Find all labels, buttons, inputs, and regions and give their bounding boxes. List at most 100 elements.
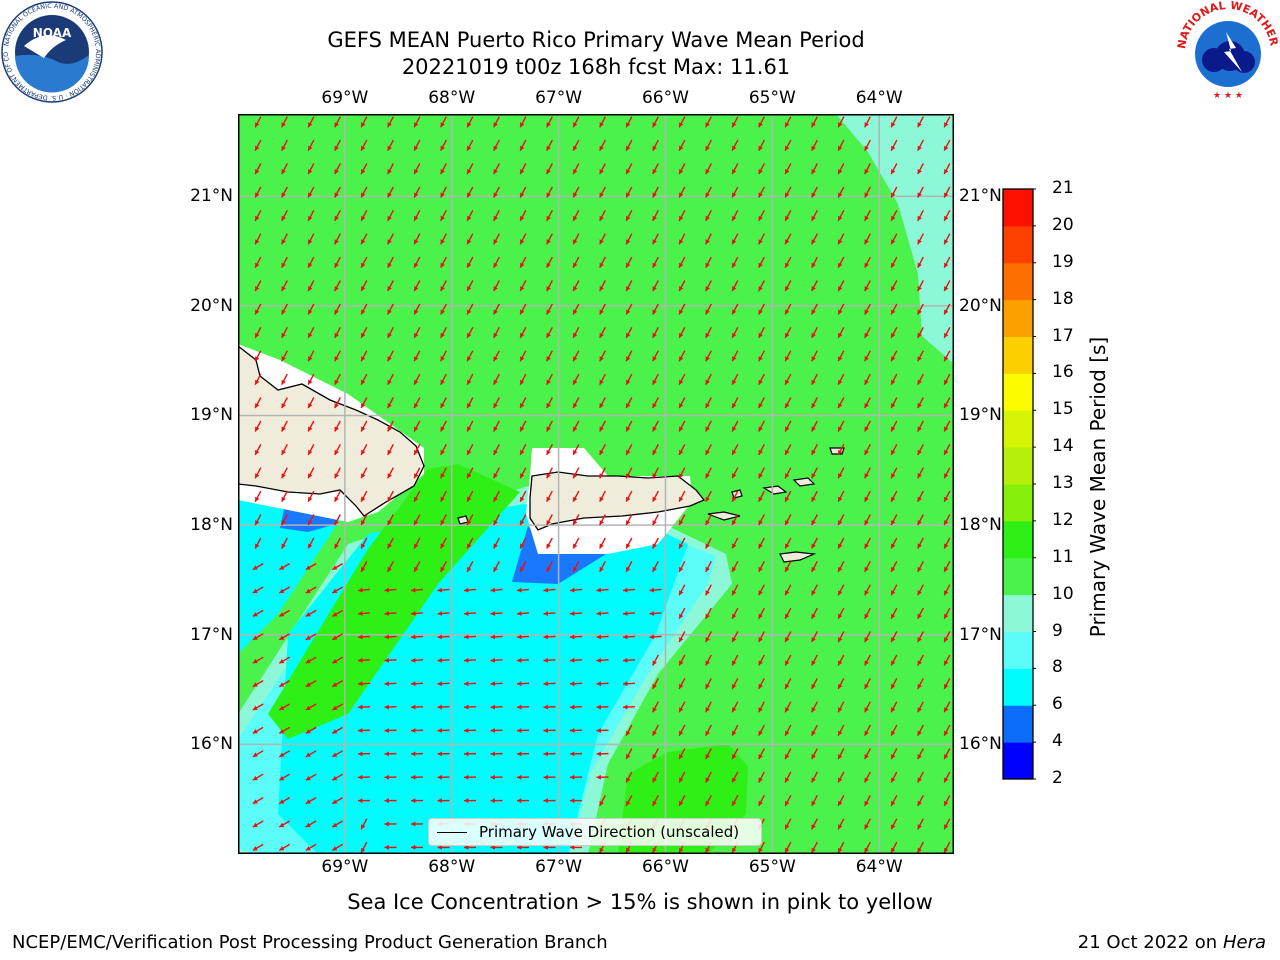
wave-arrow [890,397,898,409]
wave-arrow [837,186,845,198]
wave-arrow [890,724,898,737]
wave-arrow [437,634,450,640]
wave-arrow [864,537,871,549]
wave-arrow [917,256,924,269]
wave-arrow [305,586,317,594]
wave-arrow [811,794,818,807]
wave-arrow [519,490,527,503]
wave-arrow [546,350,553,362]
wave-arrow [837,771,845,783]
wave-arrow [599,490,606,503]
wave-period-map [238,114,954,854]
wave-arrow [837,326,845,339]
wave-arrow [410,728,424,733]
wave-arrow [387,514,394,526]
wave-arrow [493,397,500,409]
wave-arrow [731,350,739,362]
wave-arrow [943,139,951,152]
wave-arrow [360,233,368,245]
wave-arrow [890,771,898,783]
wave-arrow [519,186,527,198]
wave-arrow [281,443,288,456]
wave-arrow [811,467,818,479]
wave-arrow [281,209,288,222]
wave-arrow [917,326,924,339]
wave-arrow [705,771,712,783]
wave-arrow [334,209,341,222]
wave-arrow [917,350,924,362]
wave-arrow [625,397,633,409]
wave-arrow [493,116,500,128]
wave-arrow [864,794,871,807]
colorbar-tick-label: 15 [1052,399,1074,420]
wave-arrow [307,209,315,222]
wave-arrow [360,326,368,339]
wave-arrow [334,139,341,152]
wave-arrow [864,209,871,222]
wave-arrow [413,186,421,198]
wave-arrow [811,280,818,292]
wave-arrow [307,280,315,292]
wave-arrow [440,537,447,549]
wave-arrow [837,841,845,854]
axis-tick-label: 68°W [428,857,476,877]
wave-arrow [705,326,712,339]
wave-arrow [254,256,262,269]
wave-arrow [357,611,371,616]
wave-arrow [837,116,845,128]
wave-arrow [466,116,474,128]
wave-arrow [254,420,262,432]
wave-arrow [758,139,765,152]
colorbar-segment [1003,705,1033,743]
wave-arrow [652,443,659,456]
wave-arrow [837,748,845,760]
wave-arrow [890,701,898,713]
wave-arrow [384,681,397,687]
footer-date: 21 Oct 2022 on Hera [1078,932,1266,953]
wave-arrow [569,728,583,733]
wave-arrow [784,116,792,128]
wave-arrow [252,843,264,852]
wave-arrow [572,233,580,245]
wave-arrow [837,818,845,830]
wave-arrow [546,397,553,409]
wave-arrow [943,209,951,222]
wave-arrow [599,163,606,175]
wave-arrow [440,233,447,245]
axis-tick-label: 21°N [959,186,1002,207]
wave-arrow [917,607,924,620]
wave-arrow [784,256,792,269]
wave-arrow [437,751,450,757]
wave-arrow [440,350,447,362]
wave-arrow [784,280,792,292]
wave-arrow [278,750,291,758]
axis-tick-label: 65°W [748,857,796,877]
wave-arrow [466,490,474,503]
axis-tick-label: 69°W [321,857,369,877]
wave-arrow [572,397,580,409]
wave-arrow [596,634,609,640]
colorbar-segment [1003,484,1033,522]
wave-arrow [837,794,845,807]
wave-arrow [281,280,288,292]
wave-arrow [837,584,845,596]
wave-arrow [278,562,291,571]
wave-arrow [652,654,659,666]
wave-arrow [546,256,553,269]
wave-arrow [837,443,845,456]
wave-arrow [731,326,739,339]
wave-arrow [943,186,951,198]
wave-arrow [281,116,288,128]
wave-arrow [254,397,262,409]
wave-arrow [546,326,553,339]
wave-arrow [307,139,315,152]
wave-arrow [307,397,315,409]
wave-arrow [334,163,341,175]
wave-arrow [569,751,583,757]
wave-arrow [572,303,580,315]
wave-arrow [890,748,898,760]
wave-arrow [652,420,659,432]
wave-arrow [758,280,765,292]
wave-arrow [943,677,951,690]
wave-arrow [837,677,845,690]
